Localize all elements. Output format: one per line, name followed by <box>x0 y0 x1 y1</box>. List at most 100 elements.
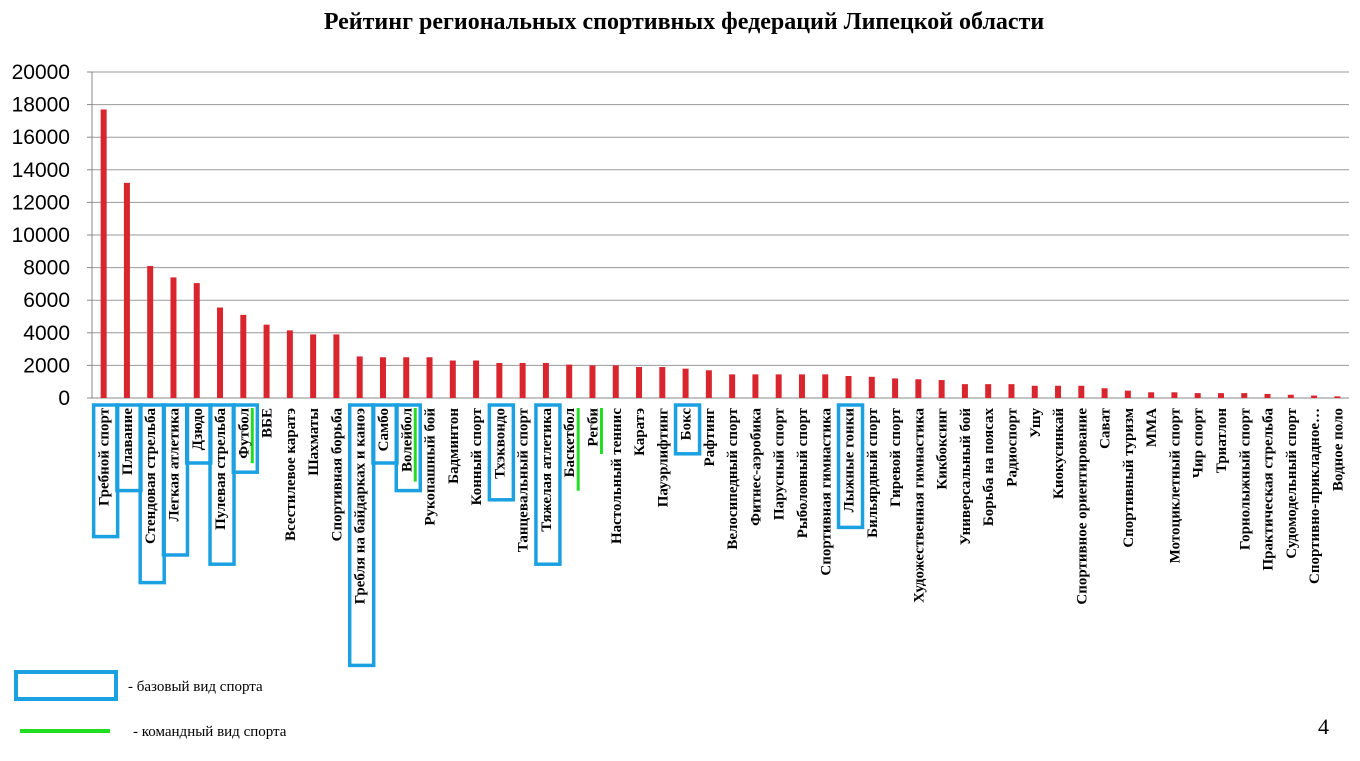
xtick-label-5: Пулевая стрельба <box>213 408 229 530</box>
ytick-label-5: 10000 <box>12 224 70 247</box>
bar-42 <box>1078 385 1085 398</box>
bar-43 <box>1101 388 1108 398</box>
bar-19 <box>542 362 549 398</box>
page-number: 4 <box>1318 714 1329 739</box>
y-axis: 0 2000 4000 6000 8000 10000 12000 14000 16000 180… <box>12 61 1349 410</box>
legend-base-swatch <box>14 670 118 701</box>
bar-46 <box>1171 392 1178 398</box>
base-sport-box-3 <box>161 403 190 557</box>
bar-44 <box>1124 390 1131 398</box>
xtick-label-24: Пауэрлифтинг <box>655 408 671 507</box>
ytick-label-3: 6000 <box>23 289 70 312</box>
xtick-label-27: Велосипедный спорт <box>725 407 741 549</box>
bar-11 <box>356 356 363 398</box>
xtick-label-51: Судомодельный спорт <box>1284 407 1300 558</box>
ytick-label-2: 4000 <box>23 322 70 345</box>
xtick-label-49: Горнолыжный спорт <box>1237 407 1253 550</box>
category-markers <box>91 403 865 668</box>
xtick-label-34: Гиревой спорт <box>888 407 904 506</box>
bar-23 <box>636 367 643 398</box>
base-sport-box-25 <box>673 403 702 456</box>
base-sport-box-32 <box>836 403 865 530</box>
ytick-label-4: 8000 <box>23 257 70 280</box>
bar-21 <box>589 365 596 398</box>
ytick-label-10: 20000 <box>12 61 70 84</box>
xtick-label-43: Сават <box>1098 407 1114 449</box>
xtick-label-41: Киокусинкай <box>1051 408 1067 499</box>
bar-45 <box>1148 392 1155 398</box>
bar-14 <box>426 357 433 398</box>
xtick-label-19: Тяжелая атлетика <box>539 408 555 532</box>
bar-38 <box>985 384 992 398</box>
xtick-label-30: Рыболовный спорт <box>795 407 811 538</box>
ytick-label-8: 16000 <box>12 126 70 149</box>
xtick-label-7: ВБЕ <box>260 408 276 438</box>
bar-28 <box>752 374 759 398</box>
bar-9 <box>310 334 317 398</box>
xtick-label-44: Спортивный туризм <box>1121 408 1137 548</box>
bar-12 <box>379 357 386 398</box>
bar-18 <box>519 362 526 398</box>
xtick-label-45: ММА <box>1144 408 1160 447</box>
bar-16 <box>473 360 480 398</box>
bar-36 <box>938 380 945 398</box>
bar-48 <box>1217 393 1224 398</box>
bar-20 <box>566 364 573 398</box>
xtick-label-31: Спортивная гимнастика <box>818 408 834 576</box>
xtick-label-10: Спортивная борьба <box>329 408 345 542</box>
xtick-label-42: Спортивное ориентирование <box>1074 408 1090 605</box>
bar-31 <box>822 374 829 398</box>
bar-24 <box>659 367 666 398</box>
bar-25 <box>682 368 689 398</box>
bar-37 <box>961 384 968 398</box>
bar-39 <box>1008 384 1015 398</box>
xtick-label-33: Бильярдный спорт <box>865 407 881 537</box>
bar-2 <box>147 265 154 398</box>
bar-10 <box>333 334 340 398</box>
xtick-label-8: Всестилевое каратэ <box>283 408 299 541</box>
base-sport-box-5 <box>208 403 236 566</box>
bar-53 <box>1334 396 1341 398</box>
xtick-label-22: Настольный теннис <box>609 408 625 544</box>
bar-40 <box>1031 385 1038 398</box>
xtick-label-53: Водное поло <box>1330 408 1346 491</box>
xtick-label-13: Волейбол <box>399 407 415 472</box>
xtick-label-50: Практическая стрельба <box>1261 408 1277 571</box>
xtick-label-17: Тхэквондо <box>492 408 508 479</box>
base-sport-box-17 <box>487 403 516 502</box>
bar-50 <box>1264 393 1271 398</box>
xtick-label-37: Универсальный бой <box>958 408 974 546</box>
xtick-label-52: Спортивно-прикладное… <box>1307 408 1323 584</box>
bar-27 <box>729 374 736 398</box>
bar-22 <box>612 365 619 398</box>
bar-15 <box>449 360 456 398</box>
ytick-label-1: 2000 <box>23 354 70 377</box>
ytick-label-6: 12000 <box>12 191 70 214</box>
bar-32 <box>845 375 852 398</box>
bar-30 <box>798 374 805 398</box>
bar-35 <box>915 379 922 398</box>
bar-8 <box>286 330 293 398</box>
xtick-label-9: Шахматы <box>306 408 322 476</box>
xtick-label-46: Мотоциклетный спорт <box>1167 407 1183 563</box>
xtick-label-26: Рафтинг <box>702 408 718 467</box>
bar-52 <box>1311 395 1318 398</box>
bar-29 <box>775 374 782 398</box>
xtick-label-18: Танцевальный спорт <box>516 407 532 552</box>
xtick-label-2: Стендовая стрельба <box>143 408 159 545</box>
xtick-label-39: Радиоспорт <box>1004 407 1020 486</box>
base-sport-box-11 <box>347 403 376 668</box>
legend: - базовый вид спорта - командный вид спо… <box>14 670 287 740</box>
xtick-label-28: Фитнес-аэробика <box>748 408 764 526</box>
xtick-label-11: Гребля на байдарках и каноэ <box>353 408 369 604</box>
xtick-label-3: Легкая атлетика <box>166 408 182 522</box>
bar-33 <box>868 376 875 398</box>
xtick-label-36: Кикбоксинг <box>935 408 951 490</box>
xtick-label-14: Рукопашный бой <box>423 408 439 526</box>
ytick-label-9: 18000 <box>12 94 70 117</box>
base-sport-box-13 <box>394 403 422 493</box>
xtick-label-47: Чир спорт <box>1191 407 1207 478</box>
bar-7 <box>263 324 270 398</box>
xtick-label-35: Художественная гимнастика <box>911 408 927 603</box>
